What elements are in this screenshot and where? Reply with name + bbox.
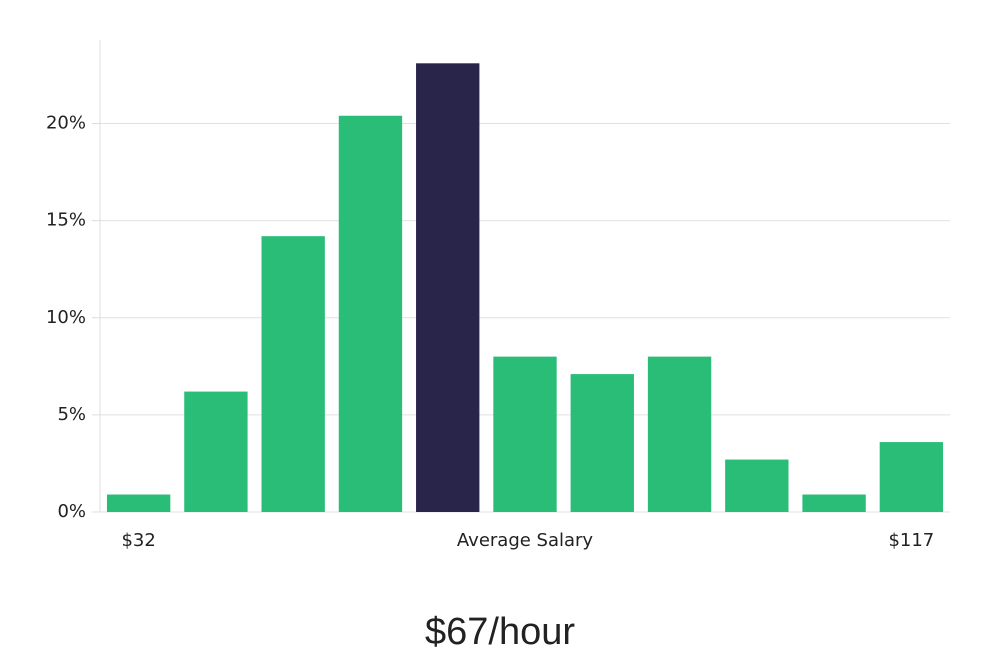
y-tick-label: 10% [46,307,86,328]
x-tick-label: $32 [121,530,155,551]
bar [261,236,325,512]
y-tick-label: 15% [46,210,86,231]
x-tick-label: Average Salary [457,530,594,551]
bar [416,63,480,512]
average-salary-value: $67/hour [425,611,575,653]
x-tick-label: $117 [888,530,934,551]
y-tick-label: 0% [57,501,86,522]
bar [879,442,944,512]
bar [570,374,634,512]
bar [802,494,866,512]
y-tick-label: 5% [57,404,86,425]
bar [647,356,712,512]
bar [725,459,789,512]
bar [338,115,403,513]
y-tick-label: 20% [46,113,86,134]
bar [184,391,248,512]
bar [106,494,171,512]
bar [493,356,557,512]
